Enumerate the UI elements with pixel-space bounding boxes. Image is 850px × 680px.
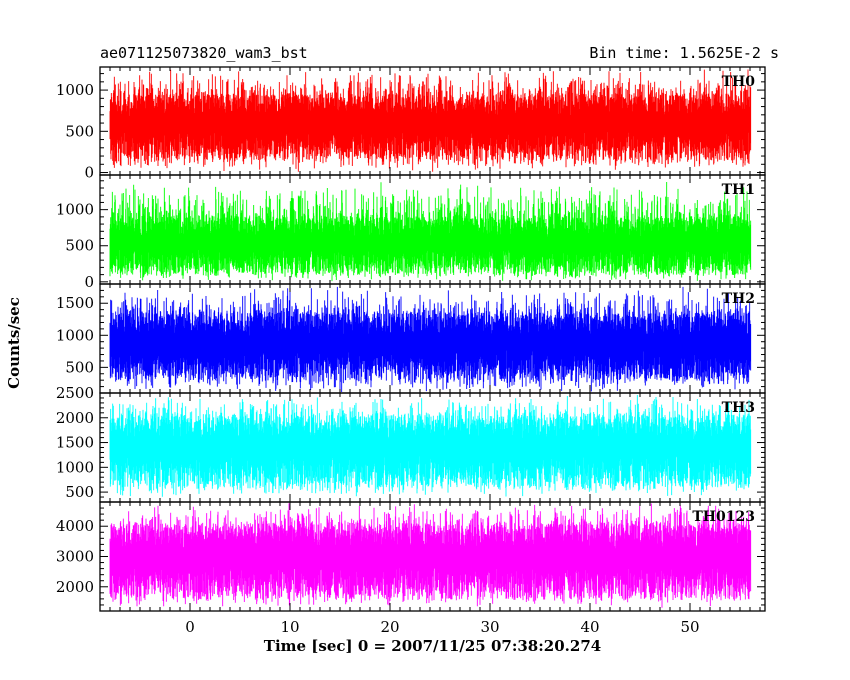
series-th0-line — [109, 69, 752, 172]
y-tick-label: 1000 — [56, 326, 94, 344]
y-tick-label: 2000 — [56, 578, 94, 596]
y-tick-label: 500 — [65, 237, 94, 255]
y-tick-label: 2000 — [56, 409, 94, 427]
x-tick-label: 0 — [185, 618, 195, 636]
y-tick-label: 0 — [84, 164, 94, 182]
x-tick-label: 10 — [280, 618, 299, 636]
y-axis-label: Counts/sec — [5, 297, 23, 389]
y-tick-label: 2500 — [56, 384, 94, 402]
x-tick-label: 20 — [380, 618, 399, 636]
bin-time-label: Bin time: 1.5625E-2 s — [589, 44, 779, 62]
chart-title: ae071125073820_wam3_bst — [100, 44, 308, 62]
x-tick-label: 30 — [480, 618, 499, 636]
y-tick-label: 0 — [84, 273, 94, 291]
y-tick-label: 1000 — [56, 201, 94, 219]
y-tick-label: 4000 — [56, 517, 94, 535]
x-tick-label: 40 — [580, 618, 599, 636]
panel-label-th0: TH0 — [722, 74, 756, 90]
series-th3-line — [109, 395, 752, 497]
y-tick-label: 1500 — [56, 434, 94, 452]
x-tick-label: 50 — [680, 618, 699, 636]
y-tick-label: 500 — [65, 122, 94, 140]
series-th0123-line — [109, 503, 752, 608]
series-th1-line — [109, 182, 752, 282]
y-tick-label: 3000 — [56, 548, 94, 566]
panel-label-th2: TH2 — [722, 291, 755, 307]
series-th2-line — [109, 286, 752, 392]
x-axis-label: Time [sec] 0 = 2007/11/25 07:38:20.274 — [263, 637, 602, 655]
panel-label-th0123: TH0123 — [692, 509, 755, 525]
y-tick-label: 1000 — [56, 458, 94, 476]
panel-label-th3: TH3 — [722, 400, 755, 416]
y-tick-label: 1000 — [56, 81, 94, 99]
y-tick-label: 500 — [65, 358, 94, 376]
panel-label-th1: TH1 — [722, 182, 755, 198]
y-tick-label: 500 — [65, 483, 94, 501]
y-tick-label: 1500 — [56, 294, 94, 312]
